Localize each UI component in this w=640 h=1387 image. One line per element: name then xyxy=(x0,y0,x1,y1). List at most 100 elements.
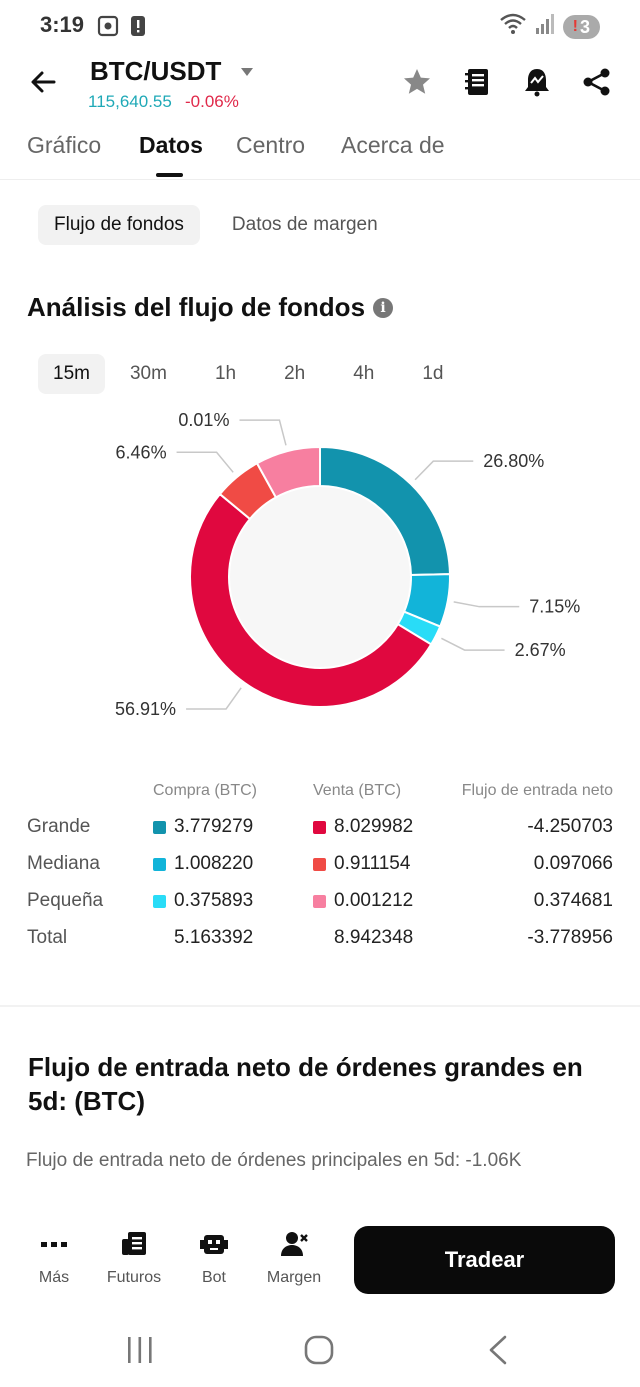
status-bar: 3:19 ! 3 xyxy=(0,0,640,52)
leader-line xyxy=(441,637,505,651)
pair-price: 115,640.55 xyxy=(88,92,172,111)
signal-icon xyxy=(535,13,555,40)
header-buy: Compra (BTC) xyxy=(153,782,258,799)
table-row-total: Total 5.163392 8.942348 -3.778956 xyxy=(27,927,617,957)
timeframe-1d[interactable]: 1d xyxy=(422,363,444,384)
swatch xyxy=(313,857,326,871)
timeframe-4h[interactable]: 4h xyxy=(353,363,375,384)
buy-cell: 3.779279 xyxy=(153,816,253,838)
buy-cell: 1.008220 xyxy=(153,853,253,875)
system-nav-bar xyxy=(0,1315,640,1387)
recent-apps-icon[interactable] xyxy=(124,1335,156,1370)
leader-line xyxy=(239,419,287,446)
timeframe-30m[interactable]: 30m xyxy=(129,363,167,384)
back-nav-icon[interactable] xyxy=(486,1335,510,1370)
screenshot-icon xyxy=(96,14,120,43)
home-icon[interactable] xyxy=(303,1334,335,1371)
subtab-flujo-de-fondos[interactable]: Flujo de fondos xyxy=(38,205,200,245)
futures-icon xyxy=(119,1229,149,1259)
table-row-grande: Grande 3.779279 8.029982 -4.250703 xyxy=(27,816,617,846)
tab-acerca-de[interactable]: Acerca de xyxy=(341,132,445,158)
net-value: -3.778956 xyxy=(527,927,613,948)
row-label: Total xyxy=(27,927,68,948)
notebook-icon[interactable] xyxy=(462,66,494,98)
bot-button[interactable]: Bot xyxy=(174,1229,254,1287)
info-icon[interactable]: i xyxy=(373,297,394,318)
section-title-text: Análisis del flujo de fondos xyxy=(27,292,366,322)
net-value: 0.374681 xyxy=(533,890,613,911)
donut-slice[interactable] xyxy=(255,445,321,499)
swatch xyxy=(313,894,326,908)
tab-datos[interactable]: Datos xyxy=(139,132,203,158)
swatch xyxy=(313,820,326,834)
sell-cell: 8.029982 xyxy=(313,816,413,838)
bot-label: Bot xyxy=(201,1269,226,1286)
margin-label: Margen xyxy=(266,1269,322,1286)
leader-line xyxy=(186,687,242,710)
tab-grafico[interactable]: Gráfico xyxy=(27,132,102,158)
buy-cell: 0.375893 xyxy=(153,890,253,912)
price-alert-icon[interactable] xyxy=(521,66,553,98)
tab-centro[interactable]: Centro xyxy=(236,132,306,158)
back-arrow-icon[interactable] xyxy=(26,64,62,100)
buy-value: 5.163392 xyxy=(174,927,254,948)
chevron-down-icon[interactable] xyxy=(240,64,254,82)
slice-percentage-label: 0.01% xyxy=(178,410,229,430)
donut-center xyxy=(230,487,410,667)
bot-icon xyxy=(199,1229,229,1259)
sell-value: 8.029982 xyxy=(334,816,414,837)
timeframe-2h[interactable]: 2h xyxy=(284,363,306,384)
more-label: Más xyxy=(38,1269,70,1286)
net-value: -4.250703 xyxy=(527,816,613,837)
share-icon[interactable] xyxy=(581,66,613,98)
donut-slice[interactable] xyxy=(189,492,433,708)
table-row-mediana: Mediana 1.008220 0.911154 0.097066 xyxy=(27,853,617,883)
status-icons-left xyxy=(96,14,148,43)
row-label: Mediana xyxy=(27,853,100,874)
leader-line xyxy=(414,460,474,481)
sell-value: 0.911154 xyxy=(334,853,411,874)
more-button[interactable]: Más xyxy=(14,1229,94,1287)
timeframe-15m[interactable]: 15m xyxy=(38,354,105,394)
timeframe-1h[interactable]: 1h xyxy=(214,363,237,384)
futures-button[interactable]: Futuros xyxy=(94,1229,174,1287)
active-tab-indicator xyxy=(156,173,183,177)
more-dots-icon xyxy=(39,1229,69,1259)
star-icon[interactable] xyxy=(401,66,433,98)
futures-label: Futuros xyxy=(106,1269,162,1286)
swatch xyxy=(153,820,166,834)
net-value: 0.097066 xyxy=(533,853,613,874)
buy-value: 3.779279 xyxy=(174,816,254,837)
table-row-pequena: Pequeña 0.375893 0.001212 0.374681 xyxy=(27,890,617,920)
header-net: Flujo de entrada neto xyxy=(461,782,613,799)
slice-percentage-label: 2.67% xyxy=(515,640,566,660)
swatch xyxy=(153,894,166,908)
alert-mark-icon: ! xyxy=(572,17,578,35)
slice-percentage-label: 26.80% xyxy=(483,451,544,471)
header-sell: Venta (BTC) xyxy=(313,782,402,799)
status-icons-right: ! 3 xyxy=(499,12,600,41)
wifi-icon xyxy=(499,12,527,41)
subtabs: Flujo de fondos Datos de margen xyxy=(38,205,394,245)
timeframe-selector: 15m 30m 1h 2h 4h 1d xyxy=(38,354,469,394)
leader-line xyxy=(176,451,234,473)
swatch xyxy=(153,857,166,871)
slice-percentage-label: 56.91% xyxy=(115,699,176,719)
subtab-datos-de-margen[interactable]: Datos de margen xyxy=(231,214,378,235)
main-tabs: Gráfico Datos Centro Acerca de xyxy=(0,128,640,180)
bottom-action-bar: Más Futuros Bot Margen Tradear xyxy=(0,1215,640,1305)
pair-name[interactable]: BTC/USDT xyxy=(90,56,222,86)
status-time: 3:19 xyxy=(40,12,85,37)
fund-flow-donut-chart: 26.80% 7.15% 2.67% 56.91% 6.46% 0.01% xyxy=(0,400,640,740)
margin-button[interactable]: Margen xyxy=(254,1229,334,1287)
sell-cell: 0.001212 xyxy=(313,890,413,912)
trade-button[interactable]: Tradear xyxy=(354,1226,615,1294)
section-title: Análisis del flujo de fondos i xyxy=(27,292,394,323)
slice-percentage-label: 6.46% xyxy=(116,442,167,462)
sell-value: 0.001212 xyxy=(334,890,414,911)
margin-icon xyxy=(279,1229,309,1259)
header: BTC/USDT 115,640.55 -0.06% xyxy=(0,52,640,120)
row-label: Grande xyxy=(27,816,91,837)
sell-value: 8.942348 xyxy=(334,927,414,948)
section-divider xyxy=(0,1005,640,1007)
